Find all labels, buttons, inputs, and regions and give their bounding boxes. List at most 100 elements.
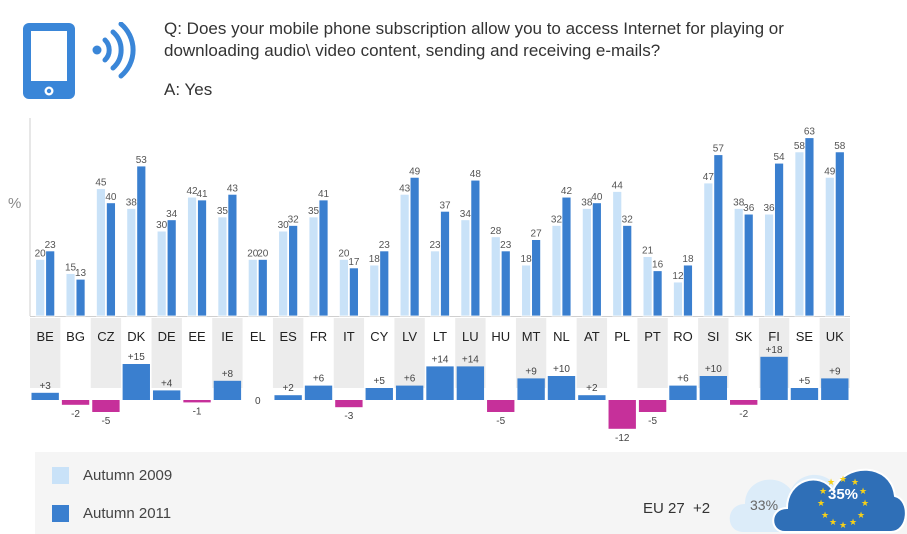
bar-2009-FI	[764, 213, 774, 317]
question-text: Q: Does your mobile phone subscription a…	[164, 19, 784, 60]
bar-2009-FR	[308, 216, 319, 317]
bar-2009-PT	[642, 256, 653, 317]
diff-bar-SE	[790, 388, 819, 400]
svg-text:★: ★	[851, 478, 859, 488]
bar-2011-LT	[440, 210, 450, 317]
value-label-2009-MT: 18	[521, 254, 533, 265]
diff-bar-PL	[608, 400, 636, 429]
country-label-ES: ES	[279, 329, 297, 344]
value-label-2009-HU: 28	[490, 226, 502, 237]
diff-bar-LU	[456, 366, 485, 400]
bar-2011-DE	[166, 219, 177, 317]
bar-2011-HU	[500, 250, 511, 317]
value-label-2009-FR: 35	[308, 206, 320, 217]
bar-2009-BE	[35, 258, 46, 317]
diff-bar-HU	[487, 400, 515, 412]
bar-2009-ES	[278, 230, 289, 317]
bar-2009-EE	[187, 196, 197, 317]
diff-bar-LT	[426, 366, 454, 400]
bar-2009-LV	[399, 193, 410, 317]
diff-bar-PT	[638, 400, 667, 412]
tablet-wifi-icon	[23, 22, 136, 99]
value-label-2011-FI: 54	[774, 152, 786, 163]
diff-label-IT: -3	[344, 411, 353, 422]
diff-bar-DK	[122, 364, 150, 400]
diff-label-ES: +2	[282, 383, 294, 394]
bar-2011-LU	[470, 179, 481, 317]
country-label-FI: FI	[768, 329, 780, 344]
bar-2011-EE	[197, 199, 207, 317]
country-label-SK: SK	[735, 329, 753, 344]
bar-2011-UK	[834, 151, 845, 317]
diff-bar-FI	[760, 356, 788, 400]
value-label-2009-SE: 58	[794, 141, 806, 152]
column-stripe	[576, 318, 608, 388]
country-label-NL: NL	[553, 329, 570, 344]
value-label-2011-MT: 27	[531, 229, 543, 240]
country-label-SE: SE	[796, 329, 814, 344]
value-label-2009-LT: 23	[429, 240, 441, 251]
svg-text:★: ★	[857, 511, 865, 521]
diff-bar-SI	[699, 376, 728, 400]
diff-label-FR: +6	[313, 374, 325, 385]
diff-bar-RO	[669, 385, 697, 400]
column-stripe	[333, 318, 365, 388]
legend-item-2011: Autumn 2011	[52, 505, 171, 522]
value-label-2009-PL: 44	[612, 180, 624, 191]
value-label-2011-LT: 37	[439, 200, 451, 211]
value-label-2009-DE: 30	[156, 220, 168, 231]
bar-2011-CY	[379, 250, 390, 317]
y-axis-label: %	[8, 195, 22, 212]
legend-label-2011: Autumn 2011	[83, 505, 172, 522]
value-label-2011-DK: 53	[136, 155, 148, 166]
diff-bar-SK	[730, 400, 758, 405]
diff-bar-DE	[152, 390, 181, 400]
value-label-2009-CZ: 45	[95, 178, 107, 189]
diff-bar-EE	[183, 400, 211, 403]
country-label-PL: PL	[614, 329, 630, 344]
bar-2009-LT	[430, 250, 440, 317]
bar-2009-HU	[490, 236, 501, 317]
value-label-2009-EL: 20	[247, 248, 259, 259]
diff-bar-CY	[365, 388, 393, 400]
country-label-EL: EL	[250, 329, 266, 344]
diff-bar-BE	[31, 392, 59, 400]
value-label-2009-IT: 20	[338, 248, 350, 259]
bar-2009-IE	[217, 216, 228, 317]
diff-label-EL: 0	[255, 396, 261, 407]
column-stripe	[212, 318, 243, 388]
value-label-2009-SI: 47	[703, 172, 715, 183]
country-label-LT: LT	[433, 329, 447, 344]
diff-label-PL: -12	[615, 433, 630, 444]
value-label-2011-IT: 17	[348, 257, 360, 268]
diff-label-FI: +18	[766, 345, 783, 356]
value-label-2009-UK: 49	[824, 166, 836, 177]
bar-2009-AT	[581, 208, 592, 317]
country-label-SI: SI	[707, 329, 719, 344]
bar-chart: 2023BE+31513BG-24540CZ-53853DK+153034DE+…	[29, 118, 850, 444]
eu-label: EU 27	[643, 500, 685, 517]
value-label-2011-BE: 23	[45, 240, 57, 251]
legend-item-2009: Autumn 2009	[52, 467, 172, 484]
value-label-2009-CY: 18	[369, 254, 381, 265]
bar-2011-CZ	[106, 202, 116, 317]
value-label-2011-AT: 40	[591, 192, 603, 203]
column-stripe	[394, 318, 425, 388]
answer-text: A: Yes	[164, 80, 213, 99]
bar-2011-IE	[227, 193, 238, 317]
svg-text:★: ★	[839, 475, 847, 485]
diff-label-HU: -5	[496, 416, 505, 427]
svg-text:★: ★	[819, 487, 827, 497]
bar-2011-ES	[288, 225, 299, 317]
country-label-EE: EE	[188, 329, 206, 344]
country-label-HU: HU	[491, 329, 510, 344]
diff-bar-UK	[821, 378, 849, 400]
bar-2009-DK	[126, 208, 137, 317]
value-label-2009-ES: 30	[278, 220, 290, 231]
diff-label-DE: +4	[161, 378, 173, 389]
diff-bar-CZ	[92, 400, 120, 412]
value-label-2009-LV: 43	[399, 183, 411, 194]
column-stripe	[637, 318, 668, 388]
diff-label-AT: +2	[586, 383, 598, 394]
diff-bar-AT	[578, 395, 606, 400]
